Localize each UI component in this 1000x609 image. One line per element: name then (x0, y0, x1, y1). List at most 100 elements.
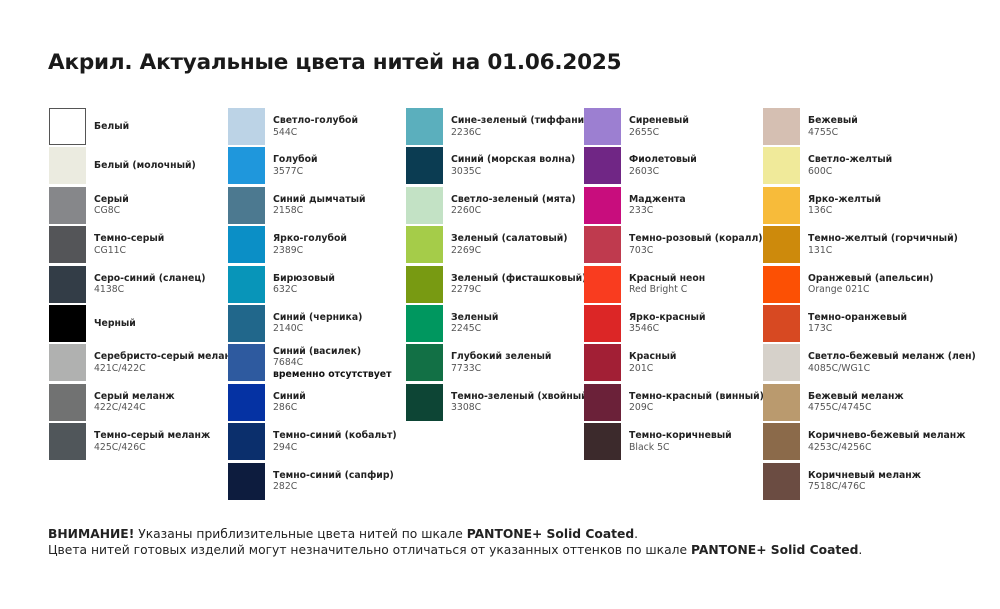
color-name: Ярко-голубой (273, 233, 347, 245)
color-label: Красный неон Red Bright C (629, 266, 705, 303)
pantone-code: 703C (629, 244, 654, 256)
color-label: Бирюзовый 632C (273, 266, 335, 303)
pantone-code: 2260C (451, 205, 482, 217)
color-label: Ярко-красный 3546C (629, 305, 705, 342)
color-swatch (584, 423, 621, 461)
color-name: Темно-коричневый (629, 430, 732, 442)
color-label: Фиолетовый 2603C (629, 147, 697, 184)
pantone-code: 294C (273, 441, 298, 453)
color-swatch (49, 108, 86, 145)
color-name: Темно-синий (сапфир) (273, 469, 394, 481)
pantone-code: 2655C (629, 126, 660, 138)
pantone-code: Orange 021C (808, 284, 870, 296)
pantone-code: 282C (273, 481, 298, 493)
pantone-code: 286C (273, 402, 298, 414)
pantone-scale: PANTONE+ Solid Coated (466, 527, 635, 541)
color-swatch (228, 265, 265, 303)
color-label: Бежевый 4755C (808, 108, 858, 145)
color-label: Глубокий зеленый 7733C (451, 344, 551, 381)
color-swatch (49, 186, 86, 224)
color-swatch (228, 186, 265, 224)
color-label: Зеленый 2245C (451, 305, 498, 342)
pantone-code: 2245C (451, 323, 482, 335)
color-name: Темно-серый меланж (94, 430, 211, 442)
color-name: Сине-зеленый (тиффани) (451, 115, 589, 126)
pantone-code: 600C (808, 165, 833, 177)
color-label: Темно-оранжевый 173C (808, 305, 907, 342)
color-name: Синий (черника) (273, 311, 363, 323)
color-swatch (584, 265, 621, 303)
color-swatch (406, 108, 443, 145)
color-label: Синий (морская волна) 3035C (451, 147, 575, 184)
color-label: Ярко-желтый 136C (808, 187, 881, 224)
color-swatch (584, 147, 621, 185)
color-label: Красный 201C (629, 344, 676, 381)
color-name: Темно-желтый (горчичный) (808, 233, 958, 245)
color-label: Сине-зеленый (тиффани) 2236C (451, 108, 588, 145)
warning-label: ВНИМАНИЕ! (48, 527, 135, 541)
footer-text: Цвета нитей готовых изделий могут незнач… (48, 543, 691, 557)
color-swatch (406, 304, 443, 342)
color-name: Ярко-красный (629, 311, 706, 323)
color-name: Голубой (273, 154, 318, 166)
color-name: Оранжевый (апельсин) (808, 272, 934, 284)
pantone-code: 7733C (451, 362, 482, 374)
pantone-code: 7684C (273, 357, 304, 369)
pantone-code: 136C (808, 205, 833, 217)
color-swatch (228, 344, 265, 382)
color-label: Черный (94, 305, 136, 342)
color-swatch (584, 186, 621, 224)
color-swatch (763, 462, 800, 500)
color-name: Светло-желтый (808, 154, 893, 166)
color-name: Темно-красный (винный) (629, 390, 764, 402)
color-swatch (49, 383, 86, 421)
color-label: Синий (черника) 2140C (273, 305, 362, 342)
color-swatch (228, 462, 265, 500)
pantone-code: 2279C (451, 284, 482, 296)
color-swatch (763, 186, 800, 224)
color-name: Фиолетовый (629, 154, 697, 166)
color-name: Темно-зеленый (хвойный) (451, 390, 592, 402)
color-label: Белый (94, 108, 129, 145)
color-swatch (228, 383, 265, 421)
color-name: Маджента (629, 193, 686, 205)
color-name: Светло-бежевый меланж (лен) (808, 351, 976, 363)
color-label: Бежевый меланж 4755C/4745C (808, 384, 904, 421)
color-swatch (584, 344, 621, 382)
pantone-code: 2389C (273, 244, 304, 256)
color-swatch (49, 344, 86, 382)
pantone-code: 201C (629, 362, 654, 374)
color-name: Красный (629, 351, 677, 363)
color-swatch (49, 265, 86, 303)
color-name: Светло-зеленый (мята) (451, 193, 576, 205)
footer-line-1: ВНИМАНИЕ! Указаны приблизительные цвета … (48, 527, 638, 541)
color-swatch (406, 265, 443, 303)
color-label: Синий дымчатый 2158C (273, 187, 366, 224)
color-swatch (406, 147, 443, 185)
color-name: Серо-синий (сланец) (94, 272, 206, 284)
color-name: Бежевый (808, 115, 858, 126)
color-label: Коричневый меланж 7518C/476C (808, 463, 921, 500)
color-label: Белый (молочный) (94, 147, 196, 184)
pantone-code: 425C/426C (94, 441, 146, 453)
color-label: Темно-синий (кобальт) 294C (273, 423, 397, 460)
color-name: Синий (морская волна) (451, 154, 576, 166)
color-swatch (228, 423, 265, 461)
pantone-code: 4253C/4256C (808, 441, 872, 453)
color-swatch (406, 344, 443, 382)
color-name: Зеленый (салатовый) (451, 233, 568, 245)
color-label: Серо-синий (сланец) 4138C (94, 266, 205, 303)
pantone-code: Red Bright C (629, 284, 688, 296)
color-swatch (49, 304, 86, 342)
color-name: Синий дымчатый (273, 193, 366, 205)
color-name: Бирюзовый (273, 272, 335, 284)
color-label: Оранжевый (апельсин) Orange 021C (808, 266, 934, 303)
color-swatch (228, 147, 265, 185)
color-name: Синий (василек) (273, 345, 362, 357)
pantone-code: 2158C (273, 205, 304, 217)
color-name: Серый меланж (94, 390, 175, 402)
color-swatch (49, 226, 86, 264)
pantone-code: 209C (629, 402, 654, 414)
page-title: Акрил. Актуальные цвета нитей на 01.06.2… (48, 50, 622, 75)
pantone-code: CG11C (94, 244, 127, 256)
